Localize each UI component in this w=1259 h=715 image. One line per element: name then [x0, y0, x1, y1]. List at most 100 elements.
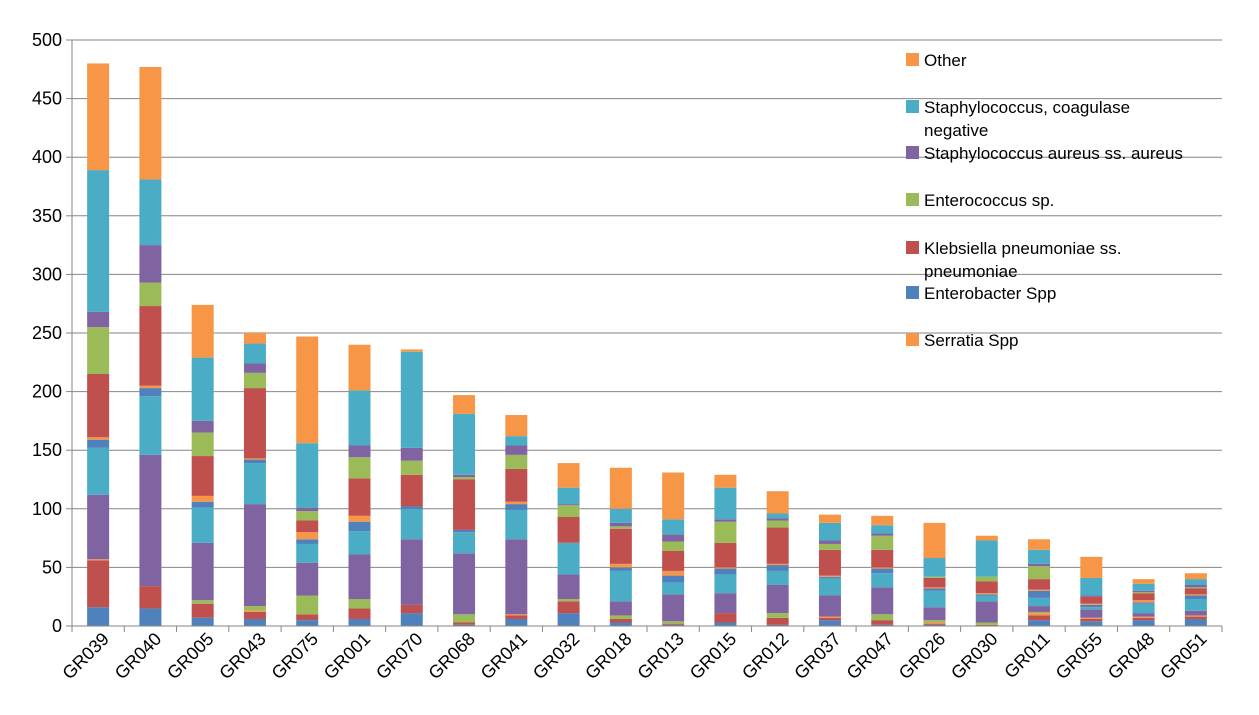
bar-segment-saureus: [662, 534, 685, 542]
bars: [87, 63, 1207, 626]
legend-label-line: Staphylococcus, coagulase: [924, 98, 1130, 117]
bar-segment-scn: [714, 487, 737, 520]
bar-segment-enterococcus_base: [1028, 611, 1051, 614]
bar-segment-teal_layer: [1080, 607, 1103, 610]
bar-segment-teal_layer: [818, 577, 841, 596]
bar-segment-teal_layer: [923, 590, 946, 608]
bar-segment-enterobacter_base: [400, 613, 423, 626]
bar-segment-scn: [191, 357, 214, 421]
bar-segment-scn: [400, 351, 423, 448]
legend-label: Enterococcus sp.: [924, 191, 1054, 210]
bar-segment-enterococcus_base: [557, 599, 580, 602]
bar-segment-other: [975, 535, 998, 541]
bar-segment-saureus_base: [505, 539, 528, 615]
bar-segment-other: [1132, 579, 1155, 584]
legend-label: Other: [924, 51, 967, 70]
bar-segment-serratia: [505, 501, 528, 505]
bar-segment-serratia: [243, 458, 266, 460]
bar-segment-enterobacter: [1184, 595, 1207, 600]
bar-segment-saureus: [766, 518, 789, 521]
bar-segment-saureus_base: [609, 601, 632, 616]
bar-segment-enterobacter_base: [87, 607, 110, 626]
bar-segment-klebsiella: [923, 577, 946, 588]
legend-label: Klebsiella pneumoniae ss. pneumoniae: [924, 239, 1122, 281]
bar-segment-enterobacter_base: [1184, 618, 1207, 626]
bar-segment-saureus_base: [557, 574, 580, 600]
y-tick-label: 300: [32, 264, 62, 284]
bar-segment-saureus_base: [1080, 609, 1103, 618]
bar-segment-serratia: [1132, 600, 1155, 603]
bar-segment-saureus: [1028, 563, 1051, 567]
legend-swatch: [906, 333, 919, 346]
bar-segment-klebsiella_base: [766, 617, 789, 625]
legend-label-line: Enterococcus sp.: [924, 191, 1054, 210]
bar-segment-enterococcus_base: [348, 599, 371, 609]
bar-segment-serratia: [609, 563, 632, 568]
bar-segment-teal_layer: [1132, 603, 1155, 614]
bar-segment-saureus: [453, 474, 476, 478]
bar-segment-teal_layer: [1184, 599, 1207, 611]
bar-segment-teal_layer: [296, 543, 319, 563]
bar-segment-enterobacter: [453, 529, 476, 533]
bar-segment-klebsiella_base: [505, 615, 528, 619]
bar-segment-enterobacter_base: [557, 613, 580, 626]
bar-segment-enterococcus_base: [296, 595, 319, 615]
bar-segment-saureus: [400, 447, 423, 461]
bar-segment-klebsiella: [714, 542, 737, 568]
bar-segment-other: [243, 333, 266, 344]
bar-segment-klebsiella_base: [400, 604, 423, 614]
bar-segment-enterobacter_base: [766, 624, 789, 626]
bar-segment-enterobacter: [400, 506, 423, 509]
bar-segment-serratia: [818, 575, 841, 577]
bar-segment-enterobacter: [296, 539, 319, 544]
bar-segment-klebsiella: [1028, 579, 1051, 590]
bar-segment-enterobacter_base: [191, 617, 214, 626]
y-tick-label: 400: [32, 147, 62, 167]
y-tick-label: 100: [32, 499, 62, 519]
legend-label-line: Staphylococcus aureus ss. aureus: [924, 144, 1183, 163]
bar-segment-teal_layer: [871, 573, 894, 588]
bar-segment-scn: [923, 558, 946, 577]
bar-segment-enterococcus: [191, 432, 214, 457]
bar-segment-enterococcus: [400, 460, 423, 475]
bar-segment-klebsiella_base: [243, 611, 266, 619]
bar-segment-other: [139, 66, 162, 180]
bar-segment-enterococcus: [818, 543, 841, 550]
bar-segment-enterobacter_base: [243, 618, 266, 626]
bar-segment-saureus: [243, 363, 266, 373]
bar-segment-klebsiella: [1184, 588, 1207, 595]
bar-segment-enterococcus: [453, 477, 476, 480]
bar-segment-klebsiella: [557, 517, 580, 543]
legend-label-line: Other: [924, 51, 967, 70]
bar-segment-klebsiella: [348, 478, 371, 516]
bar-segment-enterobacter: [609, 567, 632, 571]
bar-segment-serratia: [348, 515, 371, 522]
bar-segment-enterobacter: [714, 568, 737, 575]
bar-segment-serratia: [191, 495, 214, 502]
bar-segment-serratia: [87, 437, 110, 440]
legend-label-line: negative: [924, 121, 988, 140]
bar-segment-klebsiella_base: [557, 601, 580, 614]
bar-segment-klebsiella_base: [1184, 616, 1207, 619]
bar-segment-saureus: [296, 507, 319, 512]
y-tick-label: 250: [32, 323, 62, 343]
bar-segment-klebsiella_base: [609, 618, 632, 623]
bar-segment-enterobacter: [505, 504, 528, 510]
legend-swatch: [906, 286, 919, 299]
bar-segment-klebsiella_base: [296, 614, 319, 621]
bar-segment-scn: [818, 522, 841, 541]
bar-segment-enterococcus: [923, 576, 946, 578]
bar-segment-klebsiella_base: [662, 623, 685, 625]
bar-segment-klebsiella_base: [348, 608, 371, 619]
bar-segment-teal_layer: [714, 574, 737, 594]
bar-segment-enterococcus: [1028, 566, 1051, 580]
bar-segment-klebsiella: [662, 550, 685, 571]
legend-swatch: [906, 193, 919, 206]
bar-segment-enterobacter: [766, 565, 789, 571]
bar-segment-enterococcus: [975, 576, 998, 582]
bar-segment-enterobacter_base: [348, 618, 371, 626]
bar-segment-enterococcus: [557, 505, 580, 517]
bar-segment-enterobacter: [1028, 590, 1051, 598]
y-tick-label: 350: [32, 206, 62, 226]
bar-segment-enterococcus: [348, 457, 371, 479]
